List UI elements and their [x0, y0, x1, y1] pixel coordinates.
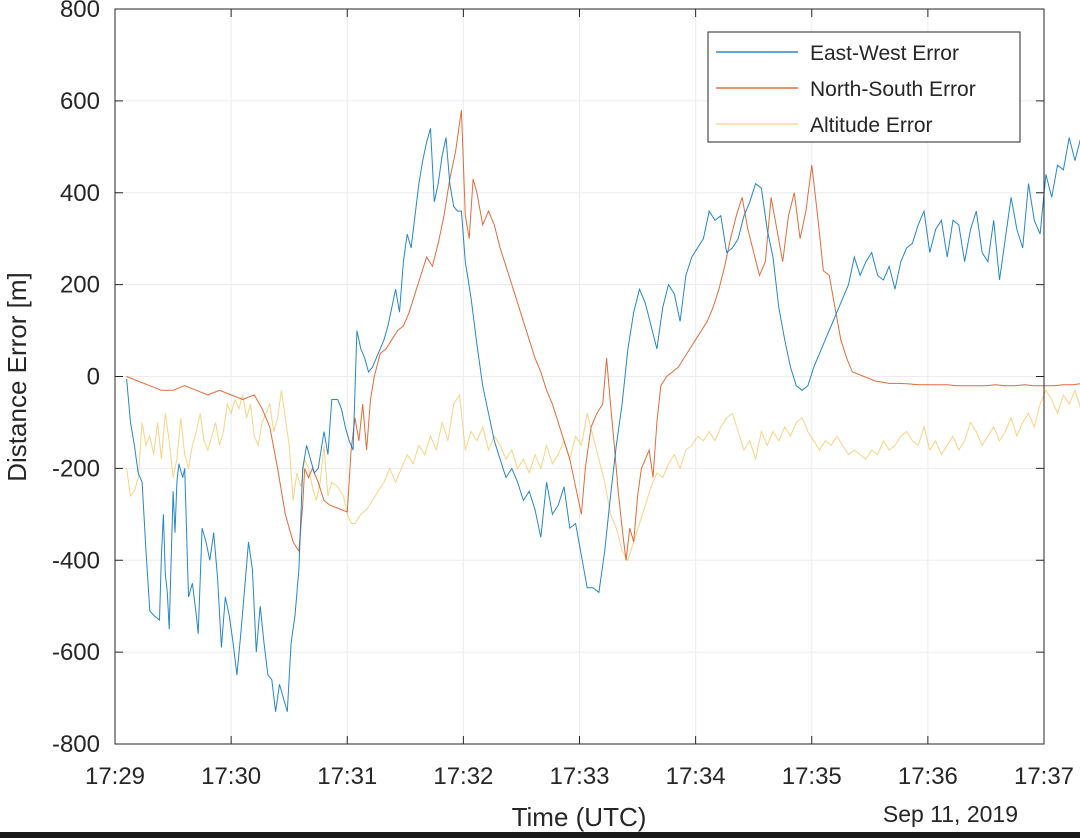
legend-label-north-south: North-South Error: [810, 78, 976, 101]
series-line-north-south: [126, 110, 1080, 561]
series-line-east-west: [126, 128, 1080, 712]
x-tick-label: 17:36: [898, 763, 958, 790]
legend: East-West Error North-South Error Altitu…: [707, 31, 1021, 143]
x-tick-label: 17:30: [201, 763, 261, 790]
x-tick-label: 17:37: [1014, 763, 1074, 790]
y-tick-label: 200: [60, 272, 100, 299]
y-axis-tick-labels: 800 600 400 200 0 -200 -400 -600 -800: [52, 0, 100, 758]
y-tick-label: 0: [87, 364, 100, 391]
x-tick-label: 17:31: [317, 763, 377, 790]
y-axis-title: Distance Error [m]: [2, 272, 32, 482]
x-tick-label: 17:29: [85, 763, 145, 790]
date-label: Sep 11, 2019: [883, 801, 1018, 827]
x-tick-label: 17:34: [666, 763, 726, 790]
y-tick-label: 400: [60, 180, 100, 207]
y-tick-label: -800: [52, 731, 100, 758]
x-axis-tick-labels: 17:29 17:30 17:31 17:32 17:33 17:34 17:35 17:36…: [85, 763, 1074, 790]
x-tick-label: 17:35: [782, 763, 842, 790]
y-tick-label: 800: [60, 0, 100, 23]
series-lines: [126, 110, 1080, 712]
x-tick-label: 17:32: [433, 763, 493, 790]
y-tick-label: -600: [52, 639, 100, 666]
bottom-edge-bar: [0, 832, 1080, 838]
legend-label-east-west: East-West Error: [810, 42, 959, 65]
y-tick-label: 600: [60, 88, 100, 115]
axis-ticks: [114, 8, 1045, 745]
series-line-altitude: [126, 388, 1080, 562]
x-tick-label: 17:33: [549, 763, 609, 790]
x-axis-title: Time (UTC): [512, 802, 647, 832]
legend-label-altitude: Altitude Error: [810, 114, 933, 137]
y-tick-label: -200: [52, 455, 100, 482]
y-tick-label: -400: [52, 547, 100, 574]
